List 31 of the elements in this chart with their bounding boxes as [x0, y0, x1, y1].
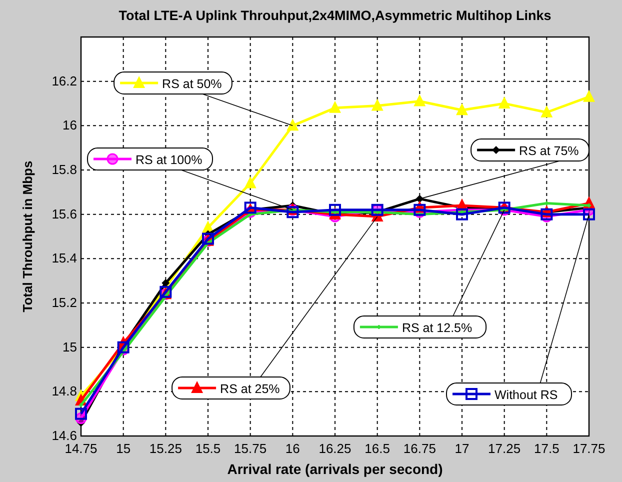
x-tick-label: 17.75	[572, 441, 606, 456]
legend-label: RS at 12.5%	[402, 321, 472, 335]
x-tick-label: 15.75	[234, 441, 267, 456]
y-tick-label: 15.4	[52, 250, 77, 266]
x-tick-label: 16.25	[318, 441, 352, 456]
y-tick-label: 14.8	[52, 384, 77, 399]
y-tick-label: 15.2	[52, 295, 77, 310]
y-axis-title: Total Throuhput in Mbps	[20, 160, 35, 312]
x-tick-label: 16	[285, 441, 300, 456]
legend-label: Without RS	[494, 388, 558, 402]
y-tick-label: 14.6	[52, 428, 77, 443]
x-axis-title: Arrival rate (arrivals per second)	[227, 461, 443, 477]
x-tick-label: 16.75	[403, 441, 436, 456]
legend-label: RS at 25%	[220, 382, 280, 396]
y-tick-label: 16.2	[52, 73, 77, 88]
x-tick-label: 15.25	[149, 441, 182, 456]
x-tick-label: 15	[116, 441, 131, 456]
x-tick-label: 14.75	[64, 441, 98, 456]
legend-label: RS at 50%	[162, 77, 222, 91]
y-tick-label: 15.8	[52, 162, 77, 177]
x-tick-label: 17.5	[534, 441, 560, 456]
x-tick-label: 17	[454, 441, 470, 456]
legend-label: RS at 100%	[136, 153, 202, 167]
chart-title: Total LTE-A Uplink Throuhput,2x4MIMO,Asymmetric Multihop Links	[118, 8, 552, 23]
x-tick-label: 17.25	[488, 441, 521, 456]
y-tick-label: 16	[62, 118, 77, 133]
y-tick-label: 15	[62, 339, 77, 354]
x-tick-label: 16.5	[364, 441, 390, 456]
legend-label: RS at 75%	[519, 144, 579, 158]
y-tick-label: 15.6	[52, 206, 77, 222]
x-tick-label: 15.5	[195, 441, 221, 456]
